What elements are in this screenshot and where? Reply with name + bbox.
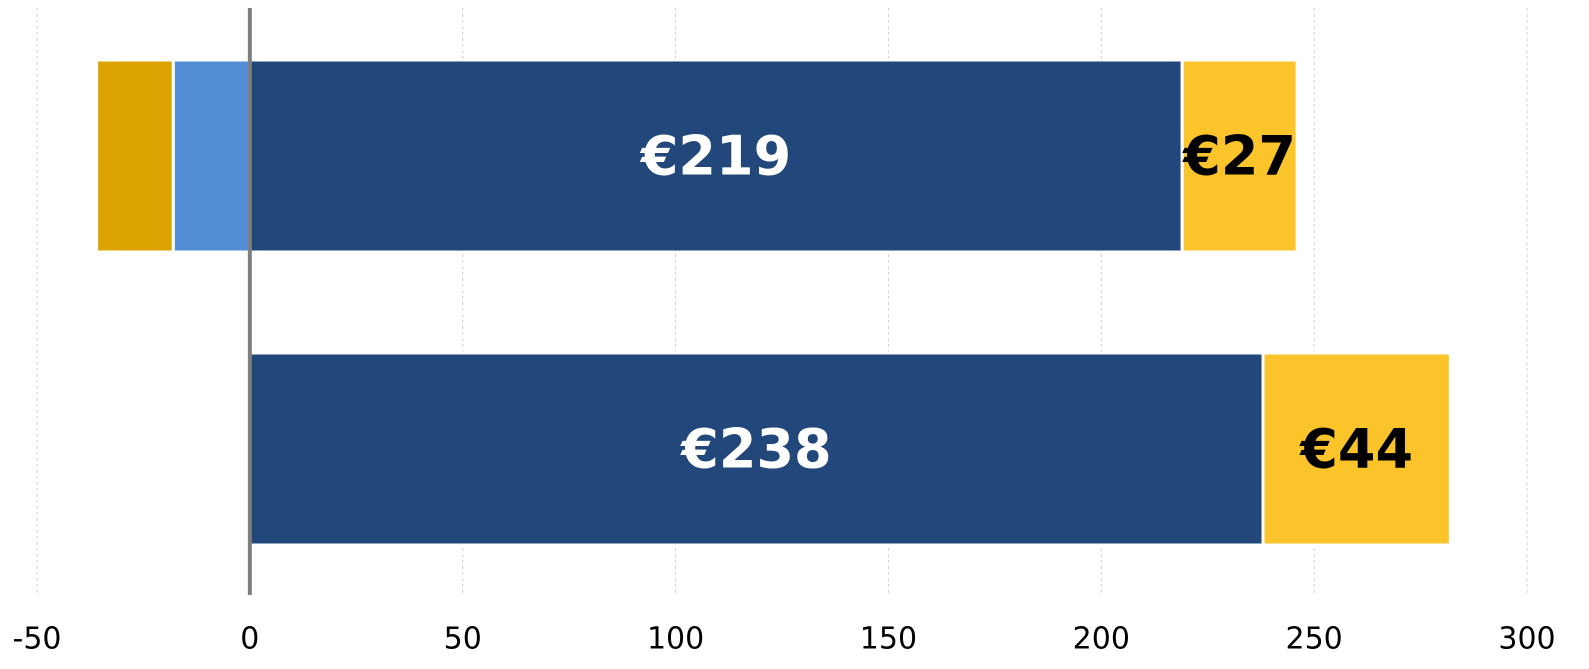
bar-segment <box>248 351 1265 547</box>
bar-segment <box>95 58 175 254</box>
x-tick-label: 100 <box>647 622 704 657</box>
bar-segment <box>248 58 1184 254</box>
bar-segment <box>171 58 252 254</box>
x-tick-label: -50 <box>13 622 62 657</box>
data-label: €238 <box>679 418 831 481</box>
x-tick-label: 0 <box>240 622 259 657</box>
bar-segment <box>1261 351 1452 547</box>
x-tick-label: 250 <box>1286 622 1343 657</box>
data-label: €44 <box>1298 418 1413 481</box>
x-tick-label: 300 <box>1498 622 1555 657</box>
x-tick-label: 150 <box>860 622 917 657</box>
x-tick-label: 200 <box>1073 622 1130 657</box>
x-tick-label: 50 <box>444 622 482 657</box>
data-label: €219 <box>639 125 791 188</box>
bar-segment <box>1180 58 1299 254</box>
data-label: €27 <box>1181 125 1296 188</box>
